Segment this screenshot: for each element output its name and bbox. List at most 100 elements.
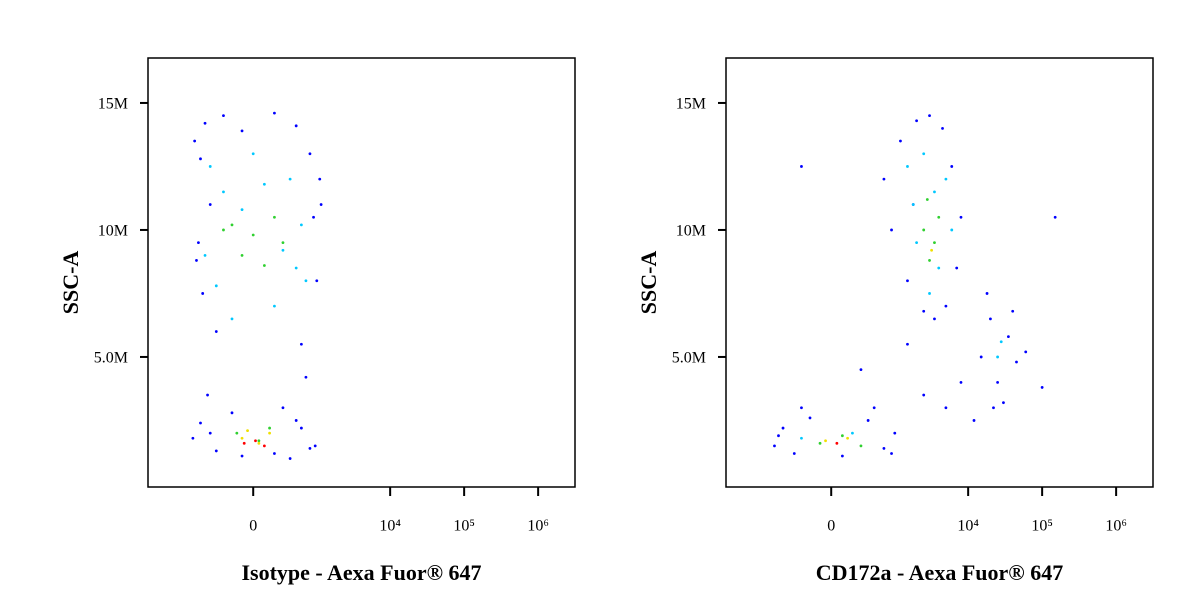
event-dot: [262, 444, 266, 448]
event-dot: [959, 215, 963, 219]
event-dot: [246, 429, 249, 433]
event-dot: [840, 434, 844, 438]
event-dot: [288, 177, 292, 181]
event-dot: [955, 266, 959, 270]
event-dot: [299, 223, 303, 227]
event-dot: [1011, 309, 1015, 313]
event-dot: [808, 416, 812, 420]
event-dot: [1002, 401, 1005, 405]
y-tick-label: 10M: [98, 223, 128, 240]
event-dot: [308, 446, 312, 450]
event-dot: [214, 449, 218, 453]
event-dot: [281, 406, 285, 410]
event-dot: [925, 198, 929, 201]
event-dot: [933, 241, 936, 245]
event-dot: [989, 317, 992, 321]
event-dot: [240, 129, 244, 133]
event-dot: [191, 436, 195, 440]
y-tick-label: 15M: [98, 96, 128, 113]
event-dot: [230, 411, 234, 415]
event-dot: [972, 419, 976, 422]
event-dot: [959, 380, 963, 384]
event-dot: [882, 177, 886, 181]
event-dot: [299, 342, 303, 346]
y-tick-label: 10M: [676, 223, 706, 240]
event-dot: [319, 203, 323, 206]
event-dot: [1024, 350, 1028, 354]
event-dot: [882, 446, 886, 450]
event-dot: [835, 441, 839, 445]
event-dot: [304, 375, 308, 379]
event-dot: [273, 215, 276, 219]
event-dot: [299, 426, 303, 430]
event-dot: [872, 406, 876, 410]
event-dot: [950, 165, 954, 168]
event-dot: [304, 279, 308, 283]
event-dot: [999, 340, 1003, 344]
event-dot: [281, 248, 285, 252]
event-dot: [840, 454, 844, 458]
event-dot: [203, 253, 207, 257]
event-dot: [866, 419, 870, 422]
panel: 5.0M 10M 15M 0 10⁴ 10⁵ 10⁶ Isotype - Aexa Fuor®…: [58, 57, 576, 585]
event-dot: [911, 203, 915, 206]
x-tick-label: 10⁴: [957, 518, 979, 535]
event-dot: [846, 436, 849, 440]
event-dot: [1053, 215, 1057, 219]
event-dot: [899, 139, 902, 143]
event-dot: [193, 139, 197, 143]
event-dot: [950, 228, 954, 232]
event-dot: [240, 208, 244, 212]
event-dot: [824, 439, 827, 443]
event-dot: [240, 436, 244, 440]
event-dot: [288, 457, 292, 460]
x-axis-label: CD172a - Aexa Fuor® 647: [816, 560, 1063, 585]
event-dot: [312, 215, 315, 219]
event-dot: [251, 152, 255, 156]
event-dot: [893, 431, 897, 435]
event-dot: [199, 157, 202, 161]
x-tick-label: 10⁶: [1105, 518, 1127, 535]
event-dot: [944, 406, 948, 410]
event-dot: [318, 177, 322, 181]
event-dot: [992, 406, 995, 410]
event-dot: [240, 253, 244, 257]
event-dot: [859, 368, 863, 372]
event-dot: [199, 421, 202, 425]
event-dot: [996, 355, 999, 359]
event-dot: [890, 228, 893, 232]
event-dot: [915, 241, 918, 245]
event-dot: [235, 431, 239, 435]
event-dot: [890, 452, 893, 455]
event-dot: [922, 393, 926, 397]
event-dot: [930, 248, 933, 252]
x-tick-label: 10⁵: [1031, 518, 1053, 535]
event-dot: [273, 304, 276, 308]
event-dot: [195, 259, 198, 262]
x-tick-label: 10⁴: [379, 518, 401, 535]
y-axis-label: SSC-A: [58, 251, 83, 315]
event-dot: [308, 152, 312, 156]
event-dot: [222, 190, 225, 194]
event-dot: [944, 177, 948, 181]
panel: 5.0M 10M 15M 0 10⁴ 10⁵ 10⁶ CD172a - Aexa Fuor® …: [636, 57, 1154, 585]
event-dot: [933, 190, 936, 194]
event-dot: [242, 441, 246, 445]
event-dot: [792, 452, 796, 455]
x-tick-label: 10⁵: [453, 518, 475, 535]
event-dot: [928, 259, 931, 262]
event-dot: [1040, 386, 1044, 389]
event-dot: [208, 431, 212, 435]
event-dot: [273, 452, 276, 455]
event-dot: [906, 342, 909, 346]
event-dot: [257, 439, 261, 443]
event-dot: [251, 233, 255, 237]
event-dot: [201, 292, 205, 295]
event-dot: [222, 228, 225, 232]
event-dot: [1015, 360, 1018, 364]
y-tick-label: 5.0M: [94, 350, 128, 367]
x-tick-label: 10⁶: [527, 518, 549, 535]
event-dot: [933, 317, 936, 321]
event-dot: [197, 241, 200, 245]
